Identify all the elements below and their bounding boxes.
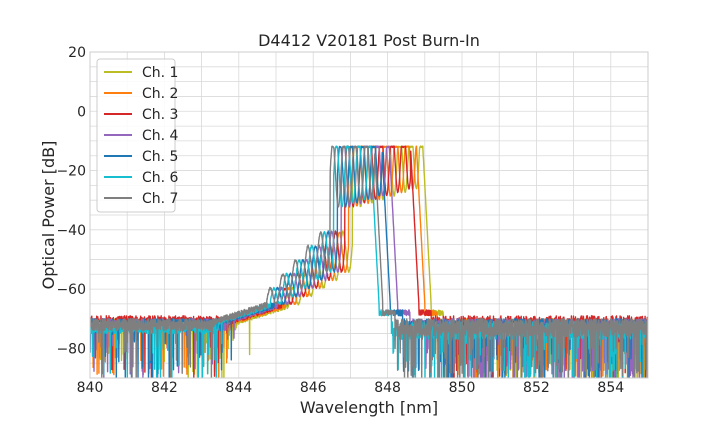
legend-label: Ch. 3 bbox=[142, 107, 178, 123]
legend-label: Ch. 5 bbox=[142, 149, 178, 165]
y-axis-label: Optical Power [dB] bbox=[39, 141, 58, 290]
y-tick-label: −40 bbox=[56, 223, 86, 239]
legend-label: Ch. 6 bbox=[142, 170, 179, 186]
legend: Ch. 1 Ch. 2 Ch. 3 Ch. 4 Ch. 5 Ch. 6 Ch. 7 bbox=[96, 58, 179, 213]
x-tick-label: 840 bbox=[77, 380, 104, 396]
y-tick-label: −60 bbox=[56, 282, 86, 298]
y-tick-label: 20 bbox=[68, 45, 86, 61]
plot-frame bbox=[89, 51, 649, 379]
x-tick-label: 842 bbox=[151, 380, 178, 396]
y-tick-label: −80 bbox=[56, 341, 86, 357]
legend-label: Ch. 1 bbox=[142, 65, 178, 81]
y-tick-labels: −80 −60 −40 −20 0 20 bbox=[56, 45, 86, 357]
x-tick-label: 850 bbox=[449, 380, 476, 396]
legend-label: Ch. 4 bbox=[142, 128, 179, 144]
series-layer bbox=[90, 145, 648, 378]
y-tick-label: 0 bbox=[77, 104, 86, 120]
x-tick-label: 844 bbox=[225, 380, 252, 396]
x-tick-label: 846 bbox=[300, 380, 327, 396]
chart-title: D4412 V20181 Post Burn-In bbox=[258, 31, 480, 50]
legend-box bbox=[96, 58, 176, 213]
legend-label: Ch. 7 bbox=[142, 191, 178, 207]
y-tick-label: −20 bbox=[56, 164, 86, 180]
x-tick-labels: 840 842 844 846 848 850 852 854 bbox=[77, 380, 625, 396]
x-axis-label: Wavelength [nm] bbox=[300, 398, 438, 417]
x-tick-label: 848 bbox=[374, 380, 401, 396]
x-tick-label: 854 bbox=[597, 380, 624, 396]
series-line bbox=[90, 145, 648, 378]
legend-label: Ch. 2 bbox=[142, 86, 178, 102]
x-tick-label: 852 bbox=[523, 380, 550, 396]
